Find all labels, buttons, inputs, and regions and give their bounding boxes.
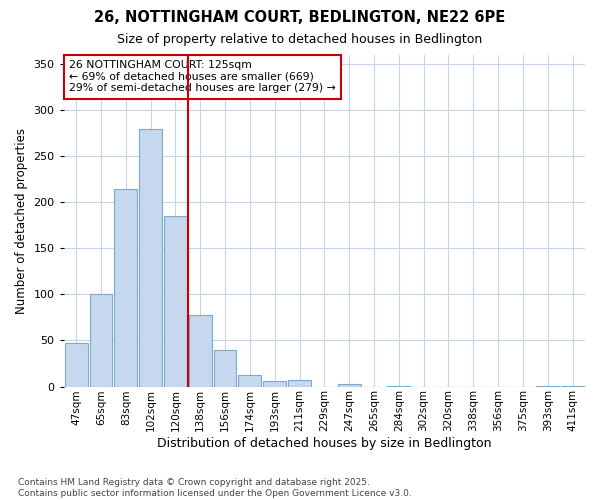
Bar <box>189 314 212 386</box>
Bar <box>288 380 311 386</box>
Bar <box>214 350 236 387</box>
Bar <box>164 216 187 386</box>
X-axis label: Distribution of detached houses by size in Bedlington: Distribution of detached houses by size … <box>157 437 491 450</box>
Bar <box>338 384 361 386</box>
Bar <box>65 344 88 386</box>
Bar <box>89 294 112 386</box>
Bar <box>115 188 137 386</box>
Bar <box>139 128 162 386</box>
Text: Size of property relative to detached houses in Bedlington: Size of property relative to detached ho… <box>118 32 482 46</box>
Text: Contains HM Land Registry data © Crown copyright and database right 2025.
Contai: Contains HM Land Registry data © Crown c… <box>18 478 412 498</box>
Text: 26 NOTTINGHAM COURT: 125sqm
← 69% of detached houses are smaller (669)
29% of se: 26 NOTTINGHAM COURT: 125sqm ← 69% of det… <box>69 60 335 93</box>
Y-axis label: Number of detached properties: Number of detached properties <box>15 128 28 314</box>
Bar <box>238 374 262 386</box>
Text: 26, NOTTINGHAM COURT, BEDLINGTON, NE22 6PE: 26, NOTTINGHAM COURT, BEDLINGTON, NE22 6… <box>94 10 506 25</box>
Bar <box>263 381 286 386</box>
